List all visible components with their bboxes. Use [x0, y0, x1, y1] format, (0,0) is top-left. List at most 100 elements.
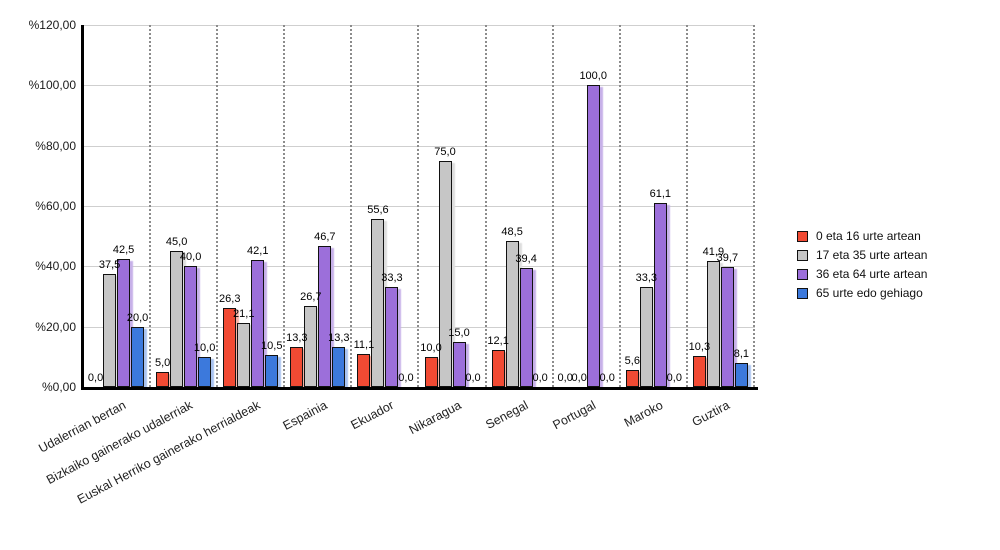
- bar-slot: 37,5: [99, 25, 120, 387]
- bar: [184, 266, 198, 387]
- gridline: [84, 25, 755, 26]
- bar-slot: 0,0: [600, 25, 615, 387]
- bar-slot: 10,0: [194, 25, 215, 387]
- bar-value-label: 13,3: [328, 332, 350, 344]
- bar-slot: 39,7: [717, 25, 738, 387]
- bar-value-label: 0,0: [557, 372, 573, 384]
- bar-slot: 10,3: [689, 25, 710, 387]
- bar-slot: 39,4: [515, 25, 537, 387]
- bar: [265, 355, 279, 387]
- bar: [706, 261, 720, 387]
- bar: [117, 259, 131, 387]
- bar-slot: 61,1: [650, 25, 671, 387]
- bar: [103, 274, 117, 387]
- bar-value-label: 0,0: [465, 372, 481, 384]
- bar: [251, 260, 265, 387]
- bar: [653, 203, 667, 387]
- legend-item: 36 eta 64 urte artean: [797, 267, 927, 281]
- bar-value-label: 20,0: [126, 312, 149, 324]
- bar-slot: 40,0: [180, 25, 201, 387]
- bar-slot: 42,5: [113, 25, 134, 387]
- bar-slot: 55,6: [367, 25, 389, 387]
- bar-group: 0,0 0,0 100,0 0,0: [554, 25, 621, 387]
- bar-slot: 0,0: [398, 25, 413, 387]
- bar-slot: 33,3: [636, 25, 657, 387]
- bar-slot: 11,1: [354, 25, 374, 387]
- bar-value-label: 0,0: [571, 372, 587, 384]
- y-tick-label: %20,00: [35, 319, 76, 334]
- x-tick-label: Guztira: [689, 398, 733, 430]
- bar: [237, 323, 251, 387]
- bar-value-label: 0,0: [532, 372, 548, 384]
- bar-group: 5,6 33,3 61,1 0,0: [621, 25, 688, 387]
- bar-slot: 75,0: [434, 25, 456, 387]
- bar-slot: 15,0: [448, 25, 470, 387]
- plot-area: 0,0 37,5 42,5 20,0 5,0 45,0 40,0 10,0 26,3 21,1 42…: [84, 25, 755, 387]
- bar-slot: 42,1: [247, 25, 268, 387]
- bar-value-label: 45,0: [165, 236, 188, 248]
- bar-value-label: 10,0: [193, 342, 216, 354]
- bar-slot: 0,0: [532, 25, 548, 387]
- bar-value-label: 26,7: [300, 291, 322, 303]
- bar-groups: 0,0 37,5 42,5 20,0 5,0 45,0 40,0 10,0 26,3 21,1 42…: [84, 25, 755, 387]
- bar-value-label: 37,5: [98, 259, 121, 271]
- bar: [156, 372, 170, 387]
- legend-swatch-icon: [797, 268, 808, 280]
- bar-slot: 10,5: [261, 25, 282, 387]
- bar-value-label: 13,3: [286, 332, 308, 344]
- bar: [332, 347, 346, 387]
- bar: [734, 363, 748, 387]
- bar-value-label: 61,1: [649, 188, 672, 200]
- bar-slot: 13,3: [328, 25, 350, 387]
- x-tick-label: Espainia: [280, 398, 330, 433]
- y-tick-label: %100,00: [28, 78, 76, 93]
- bar: [438, 161, 452, 387]
- bar-slot: 26,3: [219, 25, 240, 387]
- y-axis-line: [81, 25, 84, 390]
- gridline: [84, 266, 755, 268]
- bar-value-label: 11,1: [353, 339, 375, 351]
- bar: [625, 370, 639, 387]
- bar-value-label: 39,7: [716, 252, 739, 264]
- bar: [586, 85, 600, 387]
- bar-value-label: 26,3: [219, 293, 241, 305]
- x-tick-label: Ekuador: [348, 398, 397, 433]
- bar-value-label: 42,1: [247, 245, 269, 257]
- bar-slot: 41,9: [703, 25, 724, 387]
- bar: [720, 267, 734, 387]
- x-tick-label: Maroko: [621, 398, 665, 430]
- bar-slot: 21,1: [233, 25, 254, 387]
- bar-slot: 0,0: [88, 25, 103, 387]
- legend-swatch-icon: [797, 249, 808, 261]
- bar-value-label: 33,3: [381, 272, 403, 284]
- legend-item: 0 eta 16 urte artean: [797, 229, 927, 243]
- bar-value-label: 39,4: [515, 253, 537, 265]
- bar: [170, 251, 184, 387]
- bar: [424, 357, 438, 387]
- bar: [452, 342, 466, 387]
- bar-group: 0,0 37,5 42,5 20,0: [84, 25, 152, 387]
- bar-value-label: 75,0: [434, 146, 456, 158]
- bar-group: 13,3 26,7 46,7 13,3: [285, 25, 353, 387]
- bar-value-label: 55,6: [367, 204, 389, 216]
- bar-value-label: 12,1: [487, 335, 509, 347]
- bar-value-label: 40,0: [179, 251, 202, 263]
- legend-swatch-icon: [797, 230, 808, 242]
- bar: [385, 287, 399, 387]
- bar-value-label: 41,9: [702, 246, 725, 258]
- legend: 0 eta 16 urte artean 17 eta 35 urte artea…: [797, 229, 927, 300]
- y-tick-label: %80,00: [35, 138, 76, 153]
- gridline: [84, 85, 755, 87]
- bar-value-label: 100,0: [579, 70, 607, 82]
- bar: [505, 241, 519, 387]
- bar: [371, 219, 385, 387]
- bar-value-label: 33,3: [635, 272, 658, 284]
- bar-group: 26,3 21,1 42,1 10,5: [218, 25, 286, 387]
- legend-label: 0 eta 16 urte artean: [816, 229, 921, 243]
- x-tick-label: Senegal: [483, 398, 531, 432]
- bar: [519, 268, 533, 387]
- bar: [290, 347, 304, 387]
- bar: [198, 357, 212, 387]
- legend-item: 65 urte edo gehiago: [797, 286, 927, 300]
